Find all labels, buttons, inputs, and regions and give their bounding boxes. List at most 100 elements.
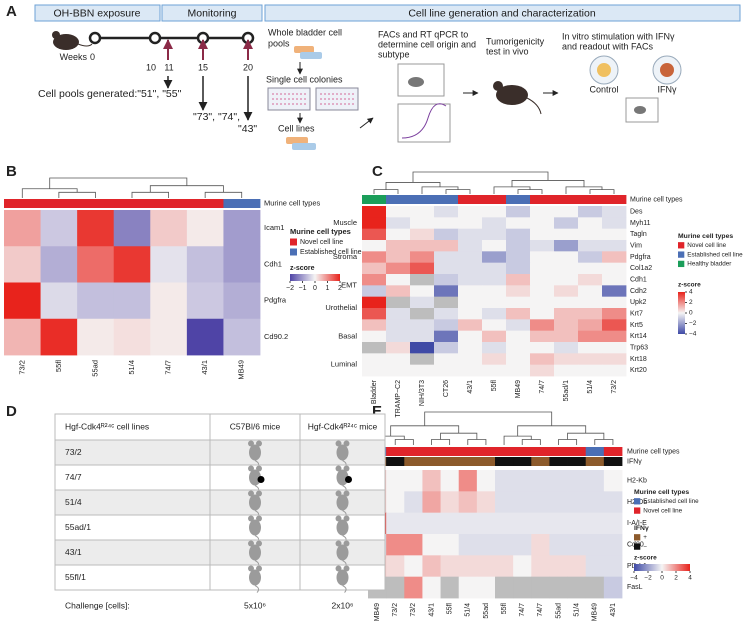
annotation-cell [422, 457, 441, 466]
annotation-cell [495, 457, 514, 466]
heatmap-cell [530, 228, 555, 241]
annotation-label: IFNγ [627, 458, 642, 465]
annotation-cell [223, 199, 261, 208]
phase-box [34, 4, 161, 22]
annotation-cell [40, 199, 78, 208]
mouse-body [249, 544, 261, 561]
facs-plots [397, 63, 451, 143]
heatmap-cell [602, 330, 627, 343]
row-label: Pdgfra [630, 254, 651, 261]
heatmap-cell [386, 353, 411, 366]
heatmap-cell [567, 576, 587, 599]
heatmap-cell [386, 285, 411, 298]
scale-tick-label: −2 [644, 575, 652, 582]
heatmap-cell [4, 246, 41, 283]
heatmap-cell [506, 240, 531, 252]
row-label: Cd90.2 [264, 332, 288, 341]
heatmap-cell [567, 512, 587, 535]
heatmap-cell [554, 206, 579, 218]
heatmap-cell [410, 206, 435, 218]
heatmap-cell [362, 353, 387, 366]
scale-tick-label: −2 [286, 285, 294, 292]
pools-text: Cell pools generated:"51", "55" [38, 88, 182, 100]
heatmap-cell [482, 342, 507, 354]
heatmap-cell [404, 555, 423, 578]
heatmap-cell [404, 534, 423, 556]
annotation-cell [549, 457, 568, 466]
heatmap-cell [386, 251, 411, 264]
heatmap-cell [602, 296, 627, 309]
row-label: Krt20 [630, 367, 647, 374]
annotation-cell [554, 195, 579, 204]
legend-label: Healthy bladder [687, 261, 731, 268]
heatmap-cell [513, 555, 532, 578]
annotation-cell [362, 195, 387, 204]
heatmap-cell [476, 555, 496, 578]
heatmap-cell [585, 470, 605, 492]
row-label: Myh11 [630, 220, 651, 227]
mouse-ear [248, 540, 254, 547]
heatmap-cell [554, 228, 579, 241]
mouse-ear [256, 565, 262, 572]
heatmap-cell [4, 282, 41, 320]
heatmap-cell [4, 210, 41, 247]
column-label: 55ad/1 [563, 380, 570, 402]
scale-title: z-score [290, 265, 315, 272]
mouse-body [336, 444, 349, 461]
heatmap-cell [531, 576, 550, 599]
heatmap-cell [506, 308, 531, 320]
heatmap-cell [513, 470, 532, 492]
row-group-label: Urothelial [325, 303, 357, 312]
heatmap-cell [434, 274, 459, 286]
week: 10 [146, 62, 156, 72]
row-label: Trp63 [630, 345, 648, 352]
annotation-cell [603, 447, 623, 456]
table-row [54, 539, 386, 566]
heatmap-cell [482, 319, 507, 332]
heatmap-cell [362, 262, 387, 275]
annotation-cell [422, 447, 441, 456]
row-label: Des [630, 209, 643, 216]
table-row [54, 489, 386, 516]
column-label: 55fl [501, 603, 508, 615]
mouse-body [336, 494, 349, 511]
row-label: Icam1 [264, 223, 284, 232]
heatmap-cell [40, 282, 78, 320]
scale-tick-label: −1 [299, 285, 307, 292]
legend-title: IFNγ [634, 525, 649, 532]
legend-label: + [643, 534, 647, 541]
tumor-dot [345, 476, 352, 483]
heatmap-cell [434, 217, 459, 230]
footer-dose: 5x10⁶ [244, 600, 266, 610]
week: 20 [243, 62, 253, 72]
heatmap-cell [150, 282, 188, 320]
heatmap-cell [602, 262, 627, 275]
heatmap-cell [386, 319, 411, 332]
mouse-body [336, 519, 349, 536]
column-label: 51/4 [465, 603, 472, 617]
scale-tick-label: −4 [630, 575, 638, 582]
scale-tick-label: 2 [689, 299, 693, 306]
step: FACs and RT qPCR to [378, 29, 468, 39]
mouse-ear [256, 465, 262, 472]
panel-label: B [6, 163, 17, 180]
heatmap-cell [530, 285, 555, 298]
scale-tick-label: 0 [660, 575, 664, 582]
column-label: 55ad [555, 603, 562, 619]
heatmap-cell [506, 206, 531, 218]
annotation-cell [404, 457, 423, 466]
heatmap-cell [223, 282, 261, 320]
heatmap-cell [482, 296, 507, 309]
heatmap-cell [554, 330, 579, 343]
pool-arrows [163, 76, 253, 121]
dish-icons [589, 55, 682, 123]
heatmap-cell [458, 342, 483, 354]
step: determine cell origin and [378, 39, 476, 49]
heatmap-cell [386, 470, 405, 492]
column-label: 43/1 [467, 380, 474, 394]
heatmap-cell [404, 512, 423, 535]
heatmap-cell [602, 364, 627, 377]
heatmap-cell [4, 318, 41, 356]
step: Whole bladder cell [268, 27, 342, 37]
